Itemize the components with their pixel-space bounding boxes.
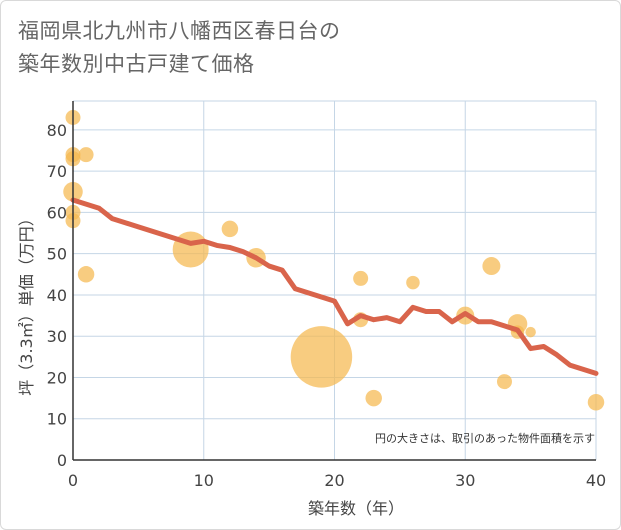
data-bubble	[482, 257, 501, 276]
data-bubble	[496, 374, 512, 390]
tick-labels: 0 10 20 30 40 50 60 70 80 0 10 20 30 40	[47, 121, 607, 490]
data-bubble	[525, 326, 536, 338]
y-tick-label: 20	[47, 368, 67, 387]
grid-lines	[73, 100, 597, 460]
bubble-series	[63, 110, 605, 411]
bubble-size-note: 円の大きさは、取引のあった物件面積を示す	[375, 431, 595, 445]
y-tick-label: 40	[47, 286, 67, 305]
chart-title: 福岡県北九州市八幡西区春日台の 築年数別中古戸建て価格	[18, 15, 341, 81]
y-tick-label: 0	[57, 451, 67, 470]
x-tick-label: 40	[586, 471, 606, 490]
chart-title-line-1: 福岡県北九州市八幡西区春日台の	[18, 19, 341, 43]
x-tick-label: 20	[324, 471, 344, 490]
x-tick-label: 0	[68, 471, 78, 490]
data-bubble	[290, 326, 353, 388]
x-axis-label: 築年数（年）	[308, 499, 404, 518]
data-bubble	[365, 389, 382, 407]
data-bubble	[221, 220, 239, 238]
data-bubble	[77, 266, 95, 283]
data-bubble	[353, 270, 369, 286]
data-bubble	[406, 275, 420, 290]
x-tick-label: 10	[194, 471, 214, 490]
y-axis-label: 坪（3.3㎡）単価（万円）	[17, 210, 36, 395]
chart-title-line-2: 築年数別中古戸建て価格	[18, 52, 255, 76]
x-tick-label: 30	[455, 471, 475, 490]
data-bubble	[78, 147, 94, 163]
average-price-line	[70, 197, 599, 376]
axes	[72, 101, 596, 461]
y-tick-label: 70	[47, 162, 67, 181]
y-tick-label: 60	[47, 203, 67, 222]
y-tick-label: 80	[47, 121, 67, 140]
y-tick-label: 10	[47, 410, 67, 429]
data-bubble	[587, 393, 605, 411]
y-tick-label: 30	[47, 327, 67, 346]
y-tick-label: 50	[47, 245, 67, 264]
